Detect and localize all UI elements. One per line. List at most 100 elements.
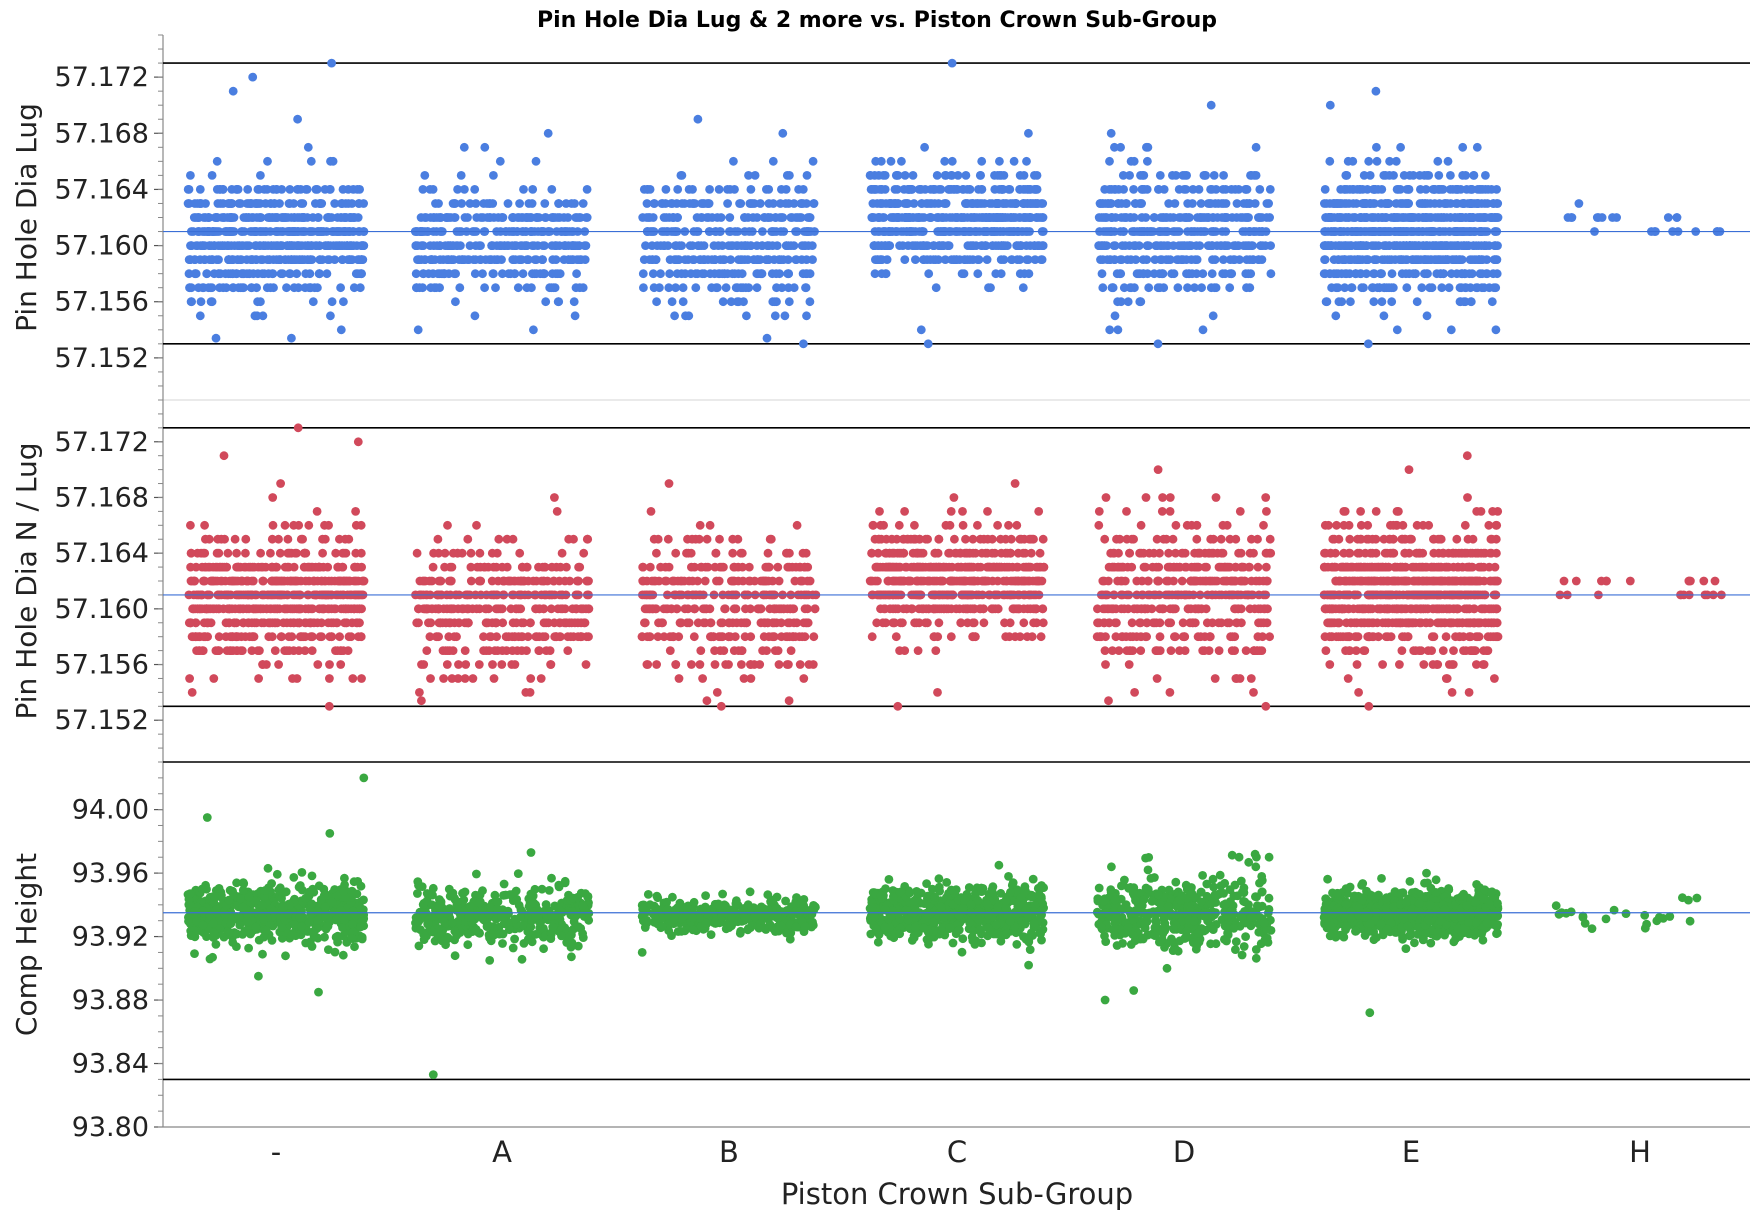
data-point [640, 618, 649, 628]
data-point [353, 437, 363, 447]
data-point [1356, 213, 1366, 222]
data-point [1608, 213, 1617, 222]
data-point [226, 241, 236, 251]
data-point [1183, 199, 1193, 208]
data-point [1244, 199, 1254, 208]
data-point [797, 576, 806, 586]
data-point [280, 562, 290, 572]
data-point [763, 213, 773, 222]
data-point [1430, 199, 1440, 208]
data-point [1198, 213, 1208, 222]
data-point [1122, 213, 1131, 222]
data-point [317, 632, 326, 642]
data-point [652, 297, 661, 307]
data-point [744, 171, 753, 180]
data-point [999, 255, 1009, 264]
data-point [296, 604, 305, 614]
data-point [808, 156, 818, 166]
data-point [1412, 297, 1422, 307]
data-point [356, 632, 366, 642]
data-point [1149, 213, 1159, 222]
data-point [1016, 534, 1026, 544]
data-point [1493, 241, 1502, 251]
data-point [1218, 185, 1228, 194]
y-tick-label: 57.152 [55, 705, 149, 736]
data-point [207, 255, 217, 264]
data-point [647, 241, 657, 251]
data-point [676, 171, 686, 180]
data-point [233, 562, 243, 572]
data-point [729, 156, 738, 166]
data-point [324, 520, 333, 530]
data-point [1157, 255, 1167, 264]
data-point [302, 185, 312, 194]
data-point [427, 255, 437, 264]
data-point [453, 185, 462, 194]
data-point [1446, 325, 1456, 335]
data-point [470, 311, 480, 321]
data-point [980, 213, 990, 222]
data-point [671, 548, 681, 558]
data-point [288, 674, 297, 683]
data-point [412, 548, 422, 558]
data-point [748, 213, 758, 222]
data-point [763, 548, 773, 558]
data-point [294, 283, 303, 293]
data-point [543, 128, 553, 138]
data-point [253, 646, 263, 655]
data-point [1234, 185, 1244, 194]
data-point [1404, 199, 1413, 208]
data-point [785, 618, 795, 628]
data-point [652, 660, 661, 669]
data-point [347, 199, 357, 208]
data-point [214, 646, 224, 655]
data-point [448, 548, 458, 558]
data-point [559, 213, 569, 222]
data-point [475, 562, 485, 572]
data-point [663, 604, 672, 614]
data-point [1473, 185, 1483, 194]
data-point [903, 241, 913, 251]
data-point [691, 283, 701, 293]
data-point [1108, 283, 1118, 293]
data-point [1432, 255, 1441, 264]
data-point [773, 646, 783, 655]
data-point [1341, 241, 1351, 251]
data-point [1134, 241, 1144, 251]
data-point [1458, 142, 1468, 152]
data-point [759, 632, 769, 642]
data-point [1024, 128, 1033, 138]
data-point [1265, 185, 1275, 194]
data-point [723, 185, 732, 194]
data-point [207, 171, 217, 180]
data-point [1262, 213, 1272, 222]
data-point [466, 548, 476, 558]
data-point [540, 562, 550, 572]
data-point [1194, 185, 1204, 194]
data-point [504, 269, 513, 279]
data-point [656, 562, 665, 572]
data-point [1206, 185, 1215, 194]
data-point [514, 255, 524, 264]
data-point [670, 311, 679, 321]
data-point [578, 199, 588, 208]
data-point [1457, 213, 1467, 222]
data-point [685, 199, 695, 208]
data-point [1225, 283, 1235, 293]
data-point [724, 241, 734, 251]
data-point [186, 618, 196, 628]
data-point [574, 562, 583, 572]
data-point [677, 618, 686, 628]
data-point [909, 199, 919, 208]
data-point [710, 660, 720, 669]
data-point [435, 283, 444, 293]
data-point [1219, 255, 1228, 264]
data-point [270, 199, 279, 208]
data-point [931, 646, 941, 655]
data-point [574, 255, 584, 264]
data-point [693, 114, 703, 124]
data-point [1389, 171, 1398, 180]
data-point [1174, 185, 1184, 194]
data-point [674, 674, 684, 683]
data-point [571, 213, 581, 222]
